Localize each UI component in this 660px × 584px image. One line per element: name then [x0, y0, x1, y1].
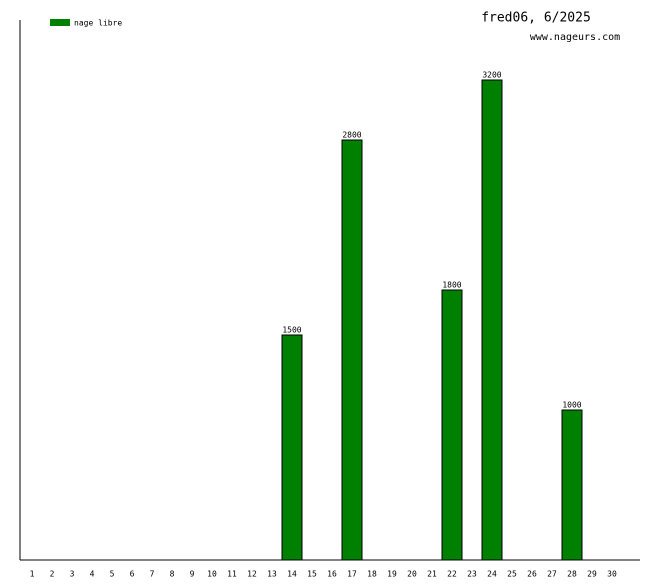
x-tick-label: 30 [607, 570, 617, 579]
x-tick-label: 5 [110, 570, 115, 579]
x-tick-label: 3 [70, 570, 75, 579]
legend-label: nage libre [74, 19, 122, 28]
x-tick-label: 17 [347, 570, 357, 579]
x-tick-label: 6 [130, 570, 135, 579]
x-tick-label: 18 [367, 570, 377, 579]
chart-title: fred06, 6/2025 [481, 11, 591, 26]
x-tick-label: 25 [507, 570, 517, 579]
bar [281, 334, 303, 561]
x-tick-label: 13 [267, 570, 277, 579]
x-tick-label: 4 [90, 570, 95, 579]
x-tick-label: 15 [307, 570, 317, 579]
x-tick-label: 9 [190, 570, 195, 579]
data-label: 3200 [482, 71, 501, 80]
x-tick-label: 1 [30, 570, 35, 579]
x-tick-label: 28 [567, 570, 577, 579]
x-tick-label: 2 [50, 570, 55, 579]
x-tick-label: 24 [487, 570, 497, 579]
x-tick-label: 12 [247, 570, 257, 579]
x-tick-label: 11 [227, 570, 237, 579]
data-label: 1800 [442, 281, 461, 290]
bar [341, 139, 363, 561]
data-label: 1000 [562, 401, 581, 410]
x-tick-label: 20 [407, 570, 417, 579]
x-tick-label: 26 [527, 570, 537, 579]
x-tick-label: 21 [427, 570, 437, 579]
bar [441, 289, 463, 561]
x-tick-label: 10 [207, 570, 217, 579]
bar [481, 79, 503, 561]
bar [561, 409, 583, 561]
x-tick-label: 27 [547, 570, 557, 579]
data-label: 1500 [282, 326, 301, 335]
x-tick-label: 29 [587, 570, 597, 579]
data-label: 2800 [342, 131, 361, 140]
x-tick-label: 19 [387, 570, 397, 579]
x-tick-label: 7 [150, 570, 155, 579]
x-tick-label: 16 [327, 570, 337, 579]
legend-swatch [50, 19, 70, 26]
chart-subtitle: www.nageurs.com [530, 32, 620, 43]
x-tick-label: 8 [170, 570, 175, 579]
x-tick-label: 14 [287, 570, 297, 579]
x-tick-label: 23 [467, 570, 477, 579]
x-tick-label: 22 [447, 570, 457, 579]
